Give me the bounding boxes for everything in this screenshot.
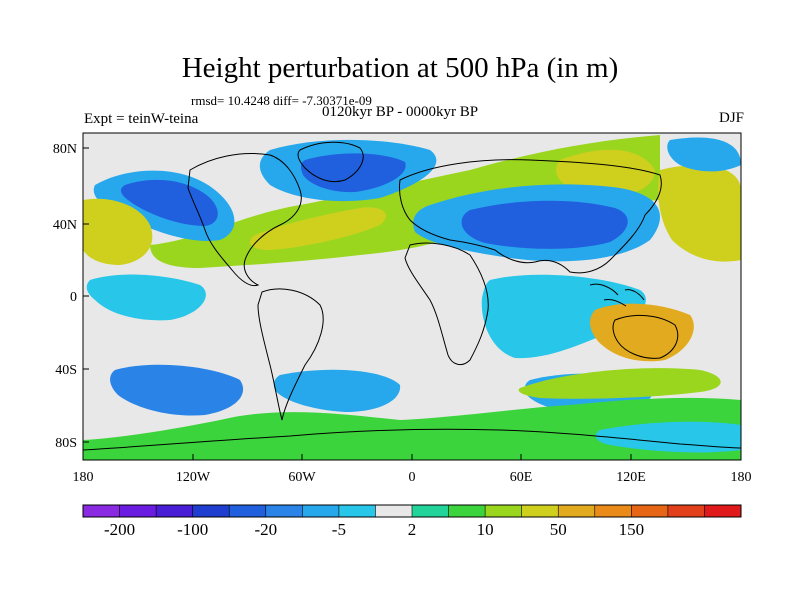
contour-arctic-orange — [556, 149, 655, 197]
coast-australia — [612, 315, 679, 359]
coast-maritime-continent — [589, 283, 645, 307]
coastlines — [83, 141, 741, 451]
colorbar-label: 10 — [477, 520, 494, 539]
contour-trop-indian-negative — [481, 274, 646, 359]
colorbar-segment — [156, 505, 194, 517]
colorbar-segment — [229, 505, 267, 517]
colorbar-segment — [631, 505, 669, 517]
lon-tick-label: 120E — [616, 470, 646, 485]
colorbar-segment — [412, 505, 450, 517]
contour-na-positive-core — [250, 207, 387, 250]
contour-eastpac-positive — [83, 198, 153, 265]
colorbar-label: 50 — [550, 520, 567, 539]
coast-greenland — [297, 141, 364, 183]
contour-so-positive — [83, 397, 741, 460]
coast-antarctica — [83, 428, 741, 451]
contour-epac-negative — [86, 274, 206, 321]
lat-tick-label: 40S — [55, 363, 77, 378]
lon-tick-label: 120W — [176, 470, 211, 485]
lat-tick-label: 40N — [53, 218, 77, 233]
colorbar-segment — [375, 505, 413, 517]
coast-eurasia — [399, 159, 662, 274]
colorbar-segment — [192, 505, 230, 517]
colorbar-labels: -200 -100 -20 -5 2 10 50 150 — [104, 520, 644, 539]
colorbar-label: 150 — [619, 520, 645, 539]
period-label: 0120kyr BP - 0000kyr BP — [322, 104, 479, 120]
contour-arctic-ne-negative — [667, 137, 741, 172]
lon-tick-label: 60W — [288, 470, 316, 485]
colorbar-segment — [448, 505, 486, 517]
colorbar-label: -200 — [104, 520, 135, 539]
colorbar-label: -5 — [332, 520, 346, 539]
contour-pacific-negative-core — [120, 179, 218, 226]
colorbar — [82, 504, 742, 518]
lat-tick-label: 80S — [55, 436, 77, 451]
colorbar-segment — [119, 505, 157, 517]
colorbar-segment — [338, 505, 376, 517]
coast-north-america — [187, 152, 302, 287]
lon-tick-label: 60E — [510, 470, 533, 485]
contour-australia-positive — [589, 303, 694, 362]
season-label: DJF — [718, 110, 744, 126]
field-layer — [83, 133, 741, 460]
colorbar-segment — [302, 505, 340, 517]
colorbar-label: 2 — [408, 520, 417, 539]
lat-axis: 80N 40N 0 40S 80S — [53, 142, 89, 451]
colorbar-segment — [667, 505, 705, 517]
map-title: Height perturbation at 500 hPa (in m) — [181, 52, 619, 84]
lon-tick-label: 180 — [731, 470, 752, 485]
colorbar-segment — [83, 505, 121, 517]
colorbar-segment — [594, 505, 632, 517]
colorbar-segment — [558, 505, 596, 517]
colorbar-segment — [265, 505, 303, 517]
lon-axis: 180 120W 60W 0 60E 120E 180 — [73, 454, 752, 485]
contour-spac-negative — [110, 364, 244, 416]
contour-so-positive-inner — [518, 368, 721, 399]
stats-text: rmsd= 10.4248 diff= -7.30371e-09 — [191, 93, 372, 108]
contour-eurasia-negative-core — [461, 200, 628, 249]
contour-na-negative-core — [300, 153, 406, 193]
lon-tick-label: 0 — [409, 470, 416, 485]
colorbar-segment — [704, 505, 742, 517]
colorbar-label: -20 — [254, 520, 277, 539]
contour-ant-negative — [595, 421, 741, 453]
colorbar-segment — [521, 505, 559, 517]
coast-south-america — [257, 288, 324, 421]
colorbar-label: -100 — [177, 520, 208, 539]
lat-tick-label: 0 — [70, 290, 77, 305]
colorbar-segment — [485, 505, 523, 517]
contour-westpac-positive — [658, 165, 741, 262]
experiment-label: Expt = teinW-teina — [84, 111, 199, 127]
coast-africa — [404, 242, 489, 366]
contour-satl-negative — [273, 369, 401, 412]
lat-tick-label: 80N — [53, 142, 77, 157]
lon-tick-label: 180 — [73, 470, 94, 485]
